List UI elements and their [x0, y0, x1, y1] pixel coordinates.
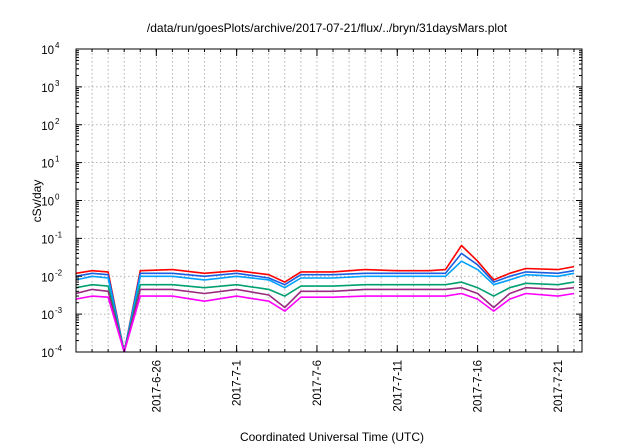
series-line-6 — [76, 292, 575, 352]
y-tick-label: 10 — [41, 272, 54, 284]
y-tick-exponent: 0 — [55, 193, 60, 202]
series-line-1 — [76, 244, 575, 352]
y-tick-label: 10 — [41, 197, 54, 209]
y-tick-label: 10 — [41, 310, 54, 322]
x-tick-label: 2017-7-6 — [312, 360, 324, 406]
y-tick-label: 10 — [41, 159, 54, 171]
series-line-4 — [76, 281, 575, 352]
chart-title: /data/run/goesPlots/archive/2017-07-21/f… — [147, 21, 508, 35]
x-tick-label: 2017-7-11 — [392, 360, 404, 412]
x-tick-label: 2017-7-21 — [553, 360, 565, 412]
y-tick-exponent: -3 — [55, 306, 63, 315]
series-line-3 — [76, 260, 575, 352]
x-tick-label: 2017-6-26 — [151, 360, 163, 412]
y-tick-label: 10 — [41, 121, 54, 133]
y-tick-exponent: -1 — [55, 230, 63, 239]
y-tick-exponent: -4 — [55, 344, 63, 353]
y-tick-label: 10 — [41, 348, 54, 360]
series-line-5 — [76, 286, 575, 352]
grid-lines — [76, 49, 582, 352]
x-tick-label: 2017-7-16 — [473, 360, 485, 412]
x-axis-label: Coordinated Universal Time (UTC) — [240, 430, 424, 444]
x-tick-label: 2017-7-1 — [232, 360, 244, 406]
y-tick-label: 10 — [41, 83, 54, 95]
plot-frame — [75, 48, 583, 353]
y-axis-label: cSv/day — [30, 180, 44, 223]
series-layer — [76, 244, 575, 352]
y-tick-exponent: -2 — [55, 268, 63, 277]
y-tick-exponent: 1 — [55, 155, 60, 164]
y-tick-exponent: 2 — [55, 117, 60, 126]
y-tick-label: 10 — [41, 45, 54, 57]
y-tick-exponent: 3 — [55, 79, 60, 88]
y-tick-exponent: 4 — [55, 41, 60, 50]
y-tick-label: 10 — [41, 234, 54, 246]
